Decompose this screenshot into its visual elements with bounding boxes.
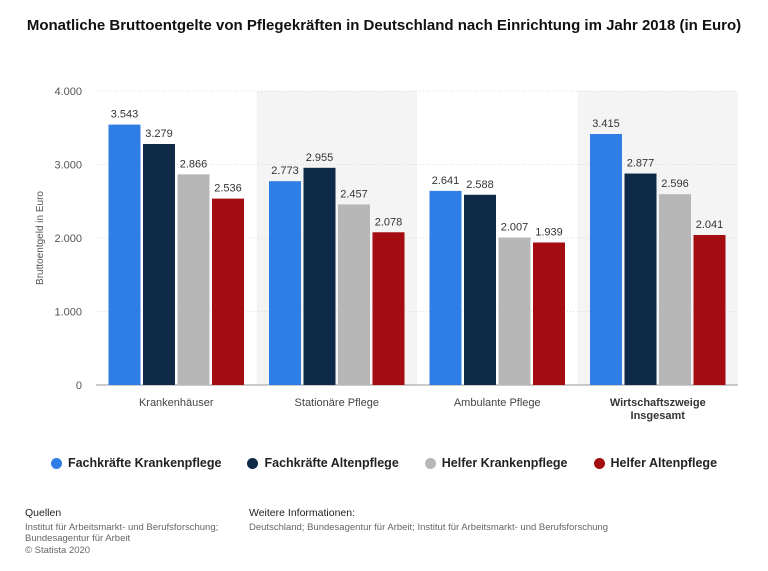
legend-dot-icon: [593, 457, 605, 469]
bar-value-label: 2.955: [306, 152, 334, 164]
bar: [177, 174, 210, 385]
bar-value-label: 2.457: [340, 188, 368, 200]
legend-item-fachkraefte-altenpflege[interactable]: Fachkräfte Altenpflege: [247, 456, 399, 470]
bar-value-label: 2.773: [271, 165, 299, 177]
bar: [624, 173, 657, 385]
legend-label: Fachkräfte Altenpflege: [264, 456, 399, 470]
bar-value-label: 2.641: [432, 175, 460, 187]
bar-value-label: 2.007: [501, 221, 529, 233]
bar-value-label: 2.041: [696, 219, 724, 231]
bar-value-label: 2.596: [661, 178, 689, 190]
bar: [303, 167, 336, 385]
bar: [533, 242, 565, 385]
bar-value-label: 2.078: [375, 216, 403, 228]
bar: [693, 234, 726, 385]
legend-item-fachkraefte-krankenpflege[interactable]: Fachkräfte Krankenpflege: [50, 456, 222, 470]
bar-value-label: 3.543: [111, 109, 139, 121]
x-tick-label: Insgesamt: [631, 410, 686, 422]
bar-value-label: 2.877: [627, 158, 655, 170]
bar: [429, 190, 462, 385]
copyright: © Statista 2020: [25, 544, 91, 556]
sources-heading: Quellen: [25, 507, 62, 519]
legend-dot-icon: [247, 457, 259, 469]
sources-line: Bundesagentur für Arbeit: [25, 533, 131, 544]
legend-item-helfer-altenpflege[interactable]: Helfer Altenpflege: [593, 456, 718, 470]
legend-dot-icon: [50, 457, 62, 469]
y-tick-label: 0: [76, 380, 82, 392]
bar: [143, 143, 175, 385]
chart-title: Monatliche Bruttoentgelte von Pflegekräf…: [26, 17, 742, 34]
x-tick-label: Stationäre Pflege: [295, 397, 379, 409]
bar: [269, 181, 301, 385]
bar-value-label: 1.939: [535, 226, 563, 238]
y-tick-label: 2.000: [54, 233, 82, 245]
bar-value-label: 2.588: [466, 179, 494, 191]
info-block: Weitere Informationen: Deutschland; Bund…: [249, 507, 609, 533]
bar: [338, 204, 370, 385]
bar: [590, 133, 622, 385]
bar: [372, 232, 405, 385]
sources-block: Quellen Institut für Arbeitsmarkt- und B…: [25, 507, 219, 556]
bar: [498, 237, 531, 385]
x-tick-label: Wirtschaftszweige: [610, 397, 706, 409]
bar: [212, 198, 244, 385]
legend-label: Helfer Altenpflege: [610, 456, 718, 470]
bar-value-label: 3.415: [592, 118, 620, 130]
y-axis-label: Bruttoentgeld in Euro: [35, 191, 46, 285]
bar: [659, 194, 691, 385]
y-tick-label: 3.000: [54, 160, 82, 172]
bar-value-label: 3.279: [145, 128, 173, 140]
legend-label: Helfer Krankenpflege: [441, 456, 568, 470]
x-tick-label: Ambulante Pflege: [454, 397, 541, 409]
legend-label: Fachkräfte Krankenpflege: [67, 456, 222, 470]
bar: [464, 194, 496, 385]
legend: Fachkräfte Krankenpflege Fachkräfte Alte…: [0, 456, 768, 470]
x-tick-label: Krankenhäuser: [139, 397, 214, 409]
legend-dot-icon: [424, 457, 436, 469]
bar-value-label: 2.536: [214, 183, 242, 195]
y-tick-label: 4.000: [54, 86, 82, 98]
bar-chart: 0 1.000 2.000 3.000 4.000 Bruttoentgeld in Eu…: [35, 86, 738, 422]
sources-line: Institut für Arbeitsmarkt- und Berufsfor…: [25, 521, 219, 533]
bar: [108, 124, 141, 385]
info-heading: Weitere Informationen:: [249, 507, 356, 519]
legend-item-helfer-krankenpflege[interactable]: Helfer Krankenpflege: [424, 456, 568, 470]
bar-value-label: 2.866: [180, 158, 208, 170]
y-tick-label: 1.000: [54, 307, 82, 319]
info-text: Deutschland; Bundesagentur für Arbeit; I…: [249, 521, 609, 533]
